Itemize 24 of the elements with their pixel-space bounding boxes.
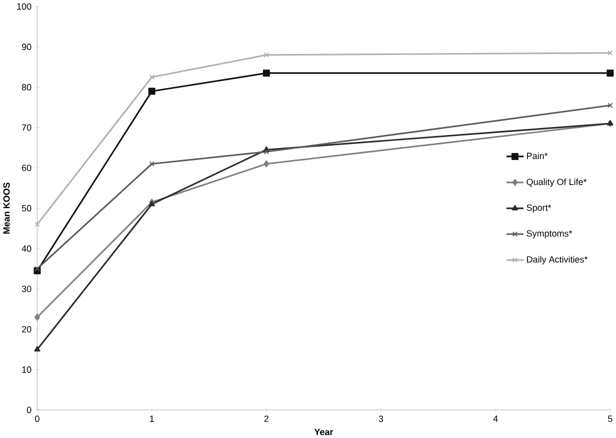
x-tick-label: 0 [35,415,40,422]
y-tick-label: 30 [22,286,32,292]
x-tick-label: 5 [608,415,612,422]
x-tick-label: 4 [493,415,498,422]
y-tick-label: 80 [22,84,32,90]
y-tick-label: 60 [22,164,32,171]
y-tick-label: 0 [26,406,32,413]
x-tick-label: 3 [378,415,384,422]
legend-label: Sport* [526,204,552,212]
x-tick-label: 1 [150,415,154,422]
legend-label: Quality Of Life* [526,178,587,187]
y-tick-label: 40 [22,245,32,252]
y-tick-label: 20 [22,326,32,332]
legend-label: Symptoms* [526,230,572,238]
y-tick-label: 10 [22,366,32,373]
y-axis-title: Mean KOOS [3,182,10,234]
y-tick-label: 100 [17,3,32,10]
legend-label: Daily Activities* [527,256,588,264]
y-tick-label: 70 [22,124,32,131]
x-tick-label: 2 [264,415,268,422]
x-axis-title: Year [314,428,334,435]
y-tick-label: 50 [22,204,32,212]
legend-label: Pain* [527,152,548,159]
y-tick-label: 90 [22,43,32,50]
